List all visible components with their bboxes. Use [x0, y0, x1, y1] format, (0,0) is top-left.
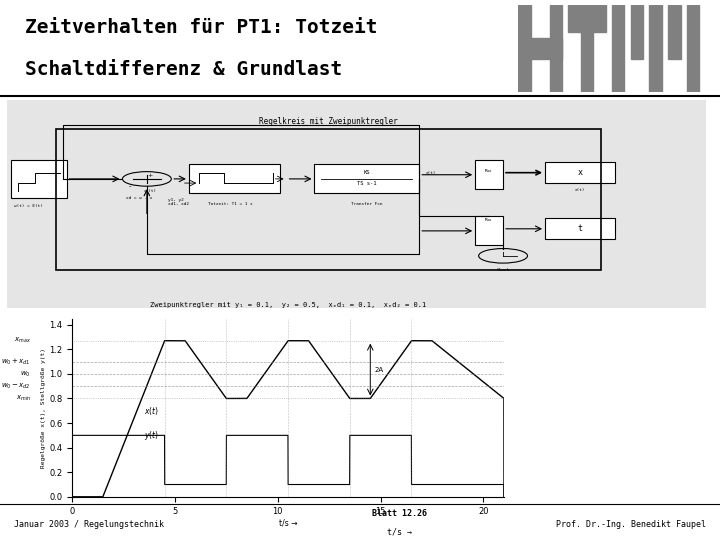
- Text: $w_0-x_{d2}$: $w_0-x_{d2}$: [1, 382, 31, 391]
- Bar: [581, 32, 593, 92]
- Bar: [649, 5, 662, 92]
- Bar: [475, 217, 503, 245]
- Bar: [518, 5, 531, 92]
- Bar: [189, 164, 279, 193]
- Text: $x_{max}$: $x_{max}$: [14, 336, 31, 345]
- Text: x(t): x(t): [426, 171, 437, 174]
- Text: Schaltdifferenz & Grundlast: Schaltdifferenz & Grundlast: [25, 60, 343, 79]
- Text: -: -: [128, 183, 130, 189]
- Text: w(t) = E(t): w(t) = E(t): [14, 204, 43, 208]
- Text: +: +: [148, 173, 153, 178]
- Text: t: t: [577, 224, 582, 233]
- Text: Mux: Mux: [485, 168, 493, 172]
- Text: x(t): x(t): [575, 188, 585, 192]
- Text: Totzeit: T1 = 1 s: Totzeit: T1 = 1 s: [208, 202, 253, 206]
- Text: Zweipunktregler mit y₁ = 0.1,  y₂ = 0.5,  xₑd₁ = 0.1,  xₑd₂ = 0.1: Zweipunktregler mit y₁ = 0.1, y₂ = 0.5, …: [150, 302, 426, 308]
- Bar: [668, 5, 680, 59]
- Text: t/s →: t/s →: [387, 528, 412, 536]
- Text: x: x: [577, 168, 582, 177]
- Text: TS s-1: TS s-1: [357, 180, 377, 186]
- Bar: [568, 5, 606, 32]
- Text: $w_0+x_{d1}$: $w_0+x_{d1}$: [1, 356, 31, 367]
- Text: Regelkreis mit Zweipunktregler: Regelkreis mit Zweipunktregler: [259, 117, 398, 125]
- Text: Transfer Fcn: Transfer Fcn: [351, 202, 382, 206]
- Text: $x_{min}$: $x_{min}$: [16, 394, 31, 403]
- Bar: [518, 38, 562, 59]
- Text: $x(t)$: $x(t)$: [144, 405, 159, 417]
- Text: xd(t): xd(t): [144, 190, 157, 193]
- Text: Blatt 12.26: Blatt 12.26: [372, 509, 427, 518]
- Text: xd = w - x: xd = w - x: [126, 195, 152, 200]
- Bar: [545, 218, 615, 239]
- Bar: [612, 5, 624, 92]
- Text: Zeitverhalten für PT1: Totzeit: Zeitverhalten für PT1: Totzeit: [25, 18, 378, 37]
- Text: y1, y2
xd1, xd2: y1, y2 xd1, xd2: [168, 198, 189, 206]
- Bar: [315, 164, 419, 193]
- Bar: [56, 129, 600, 271]
- Text: Januar 2003 / Regelungstechnik: Januar 2003 / Regelungstechnik: [14, 520, 164, 529]
- Bar: [631, 5, 643, 59]
- X-axis label: t/s →: t/s →: [279, 518, 297, 527]
- Text: $w_0$: $w_0$: [20, 369, 31, 379]
- Text: Prof. Dr.-Ing. Benedikt Faupel: Prof. Dr.-Ing. Benedikt Faupel: [556, 520, 706, 529]
- Text: Clock: Clock: [497, 268, 510, 272]
- Bar: [549, 5, 562, 92]
- Text: Mux: Mux: [485, 218, 493, 222]
- Bar: [11, 160, 66, 198]
- Bar: [475, 160, 503, 190]
- Bar: [687, 5, 699, 92]
- Text: $y(t)$: $y(t)$: [144, 429, 159, 442]
- Text: 2A: 2A: [374, 367, 384, 373]
- Bar: [545, 163, 615, 183]
- Text: KS: KS: [364, 170, 370, 175]
- Y-axis label: Regelgröße x(t), Stellgröße y(t): Regelgröße x(t), Stellgröße y(t): [41, 348, 46, 468]
